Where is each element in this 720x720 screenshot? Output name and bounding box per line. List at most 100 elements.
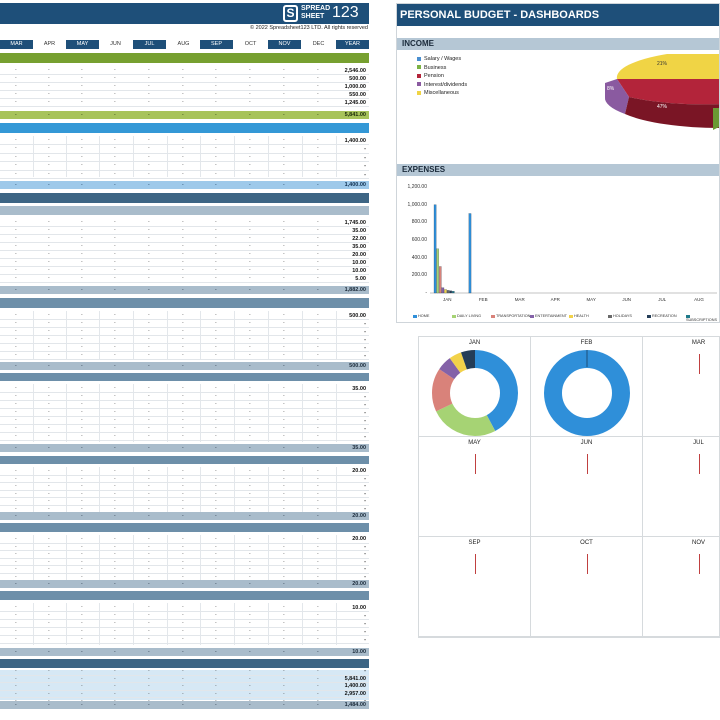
cell-dash[interactable]: - bbox=[15, 352, 17, 358]
cell-dash[interactable]: - bbox=[317, 543, 319, 550]
year-total-cell[interactable]: - bbox=[364, 402, 366, 408]
cell-dash[interactable]: - bbox=[283, 433, 285, 439]
cell-dash[interactable]: - bbox=[15, 328, 17, 334]
cell-dash[interactable]: - bbox=[81, 344, 83, 350]
cell-dash[interactable]: - bbox=[81, 67, 83, 73]
cell-dash[interactable]: - bbox=[114, 620, 116, 626]
cell-dash[interactable]: - bbox=[215, 227, 217, 233]
cell-dash[interactable]: - bbox=[283, 328, 285, 334]
cell-dash[interactable]: - bbox=[317, 433, 319, 439]
cell-dash[interactable]: - bbox=[283, 543, 285, 550]
year-total-cell[interactable]: - bbox=[364, 573, 366, 580]
cell-dash[interactable]: - bbox=[148, 328, 150, 334]
cell-dash[interactable]: - bbox=[48, 612, 50, 618]
cell-dash[interactable]: - bbox=[15, 498, 17, 504]
cell-dash[interactable]: - bbox=[48, 690, 50, 697]
cell-dash[interactable]: - bbox=[148, 259, 150, 265]
cell-dash[interactable]: - bbox=[48, 137, 50, 143]
cell-dash[interactable]: - bbox=[317, 287, 319, 293]
cell-dash[interactable]: - bbox=[182, 275, 184, 281]
cell-dash[interactable]: - bbox=[317, 363, 319, 369]
cell-dash[interactable]: - bbox=[283, 620, 285, 626]
section-total-value[interactable]: 1,882.00 bbox=[344, 287, 366, 293]
cell-dash[interactable]: - bbox=[215, 551, 217, 557]
cell-dash[interactable]: - bbox=[15, 385, 17, 391]
cell-dash[interactable]: - bbox=[15, 649, 17, 655]
cell-dash[interactable]: - bbox=[317, 401, 319, 407]
cell-dash[interactable]: - bbox=[114, 475, 116, 482]
cell-dash[interactable]: - bbox=[148, 425, 150, 431]
cell-dash[interactable]: - bbox=[317, 513, 319, 519]
cell-dash[interactable]: - bbox=[15, 243, 17, 249]
cell-dash[interactable]: - bbox=[317, 67, 319, 73]
cell-dash[interactable]: - bbox=[48, 328, 50, 334]
cell-dash[interactable]: - bbox=[148, 498, 150, 504]
cell-dash[interactable]: - bbox=[81, 433, 83, 439]
cell-dash[interactable]: - bbox=[283, 649, 285, 655]
month-header-aug[interactable]: AUG bbox=[167, 40, 200, 49]
cell-dash[interactable]: - bbox=[283, 344, 285, 350]
cell-dash[interactable]: - bbox=[182, 336, 184, 342]
cell-dash[interactable]: - bbox=[317, 352, 319, 358]
cell-dash[interactable]: - bbox=[317, 251, 319, 257]
cell-dash[interactable]: - bbox=[81, 566, 83, 572]
year-total-cell[interactable]: 22.00 bbox=[352, 236, 366, 242]
cell-dash[interactable]: - bbox=[114, 675, 116, 682]
cell-dash[interactable]: - bbox=[81, 468, 83, 474]
year-total-cell[interactable]: - bbox=[364, 410, 366, 416]
cell-dash[interactable]: - bbox=[148, 628, 150, 634]
cell-dash[interactable]: - bbox=[249, 628, 251, 634]
cell-dash[interactable]: - bbox=[215, 393, 217, 399]
cell-dash[interactable]: - bbox=[249, 352, 251, 358]
cell-dash[interactable]: - bbox=[15, 336, 17, 342]
cell-dash[interactable]: - bbox=[182, 112, 184, 118]
cell-dash[interactable]: - bbox=[48, 153, 50, 160]
cell-dash[interactable]: - bbox=[215, 363, 217, 369]
cell-dash[interactable]: - bbox=[148, 137, 150, 143]
cell-dash[interactable]: - bbox=[148, 620, 150, 626]
cell-dash[interactable]: - bbox=[249, 475, 251, 482]
cell-dash[interactable]: - bbox=[182, 498, 184, 504]
month-header-jul[interactable]: JUL bbox=[133, 40, 166, 49]
cell-dash[interactable]: - bbox=[215, 243, 217, 249]
cell-dash[interactable]: - bbox=[114, 483, 116, 489]
cell-dash[interactable]: - bbox=[148, 675, 150, 682]
cell-dash[interactable]: - bbox=[249, 328, 251, 334]
cell-dash[interactable]: - bbox=[15, 275, 17, 281]
cell-dash[interactable]: - bbox=[215, 153, 217, 160]
cell-dash[interactable]: - bbox=[114, 513, 116, 519]
cell-dash[interactable]: - bbox=[15, 490, 17, 497]
section-total-value[interactable]: 35.00 bbox=[352, 445, 366, 451]
cell-dash[interactable]: - bbox=[81, 320, 83, 326]
cell-dash[interactable]: - bbox=[81, 328, 83, 334]
year-total-cell[interactable]: - bbox=[364, 394, 366, 400]
cell-dash[interactable]: - bbox=[148, 702, 150, 708]
cell-dash[interactable]: - bbox=[317, 275, 319, 281]
cell-dash[interactable]: - bbox=[15, 112, 17, 118]
cell-dash[interactable]: - bbox=[249, 336, 251, 342]
cell-dash[interactable]: - bbox=[317, 612, 319, 618]
cell-dash[interactable]: - bbox=[15, 227, 17, 233]
cell-dash[interactable]: - bbox=[317, 620, 319, 626]
cell-dash[interactable]: - bbox=[114, 536, 116, 542]
cell-dash[interactable]: - bbox=[317, 475, 319, 482]
cell-dash[interactable]: - bbox=[15, 566, 17, 572]
cell-dash[interactable]: - bbox=[114, 137, 116, 143]
cell-dash[interactable]: - bbox=[215, 251, 217, 257]
cell-dash[interactable]: - bbox=[148, 112, 150, 118]
cell-dash[interactable]: - bbox=[114, 417, 116, 423]
cell-dash[interactable]: - bbox=[283, 227, 285, 233]
cell-dash[interactable]: - bbox=[81, 445, 83, 451]
cell-dash[interactable]: - bbox=[15, 475, 17, 482]
cell-dash[interactable]: - bbox=[317, 75, 319, 81]
year-total-cell[interactable]: - bbox=[364, 498, 366, 504]
cell-dash[interactable]: - bbox=[148, 393, 150, 399]
cell-dash[interactable]: - bbox=[48, 505, 50, 512]
cell-dash[interactable]: - bbox=[283, 468, 285, 474]
cell-dash[interactable]: - bbox=[283, 558, 285, 565]
cell-dash[interactable]: - bbox=[317, 490, 319, 497]
cell-dash[interactable]: - bbox=[48, 536, 50, 542]
cell-dash[interactable]: - bbox=[81, 483, 83, 489]
section-total-value[interactable]: 20.00 bbox=[352, 513, 366, 519]
cell-dash[interactable]: - bbox=[249, 182, 251, 188]
